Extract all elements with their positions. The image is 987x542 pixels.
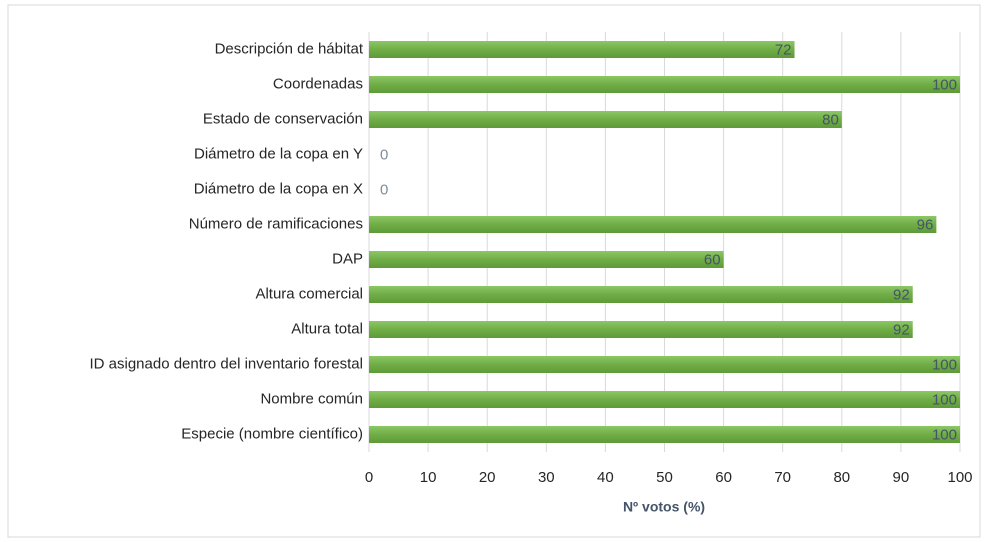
- bar: [369, 76, 960, 93]
- x-tick-label: 10: [420, 469, 437, 486]
- x-tick-label: 60: [715, 469, 732, 486]
- data-label: 92: [893, 321, 910, 338]
- data-label: 60: [704, 251, 721, 268]
- data-label: 92: [893, 286, 910, 303]
- data-label: 100: [932, 426, 957, 443]
- data-label: 96: [917, 216, 934, 233]
- bar: [369, 321, 913, 338]
- y-tick-label: DAP: [332, 250, 363, 267]
- x-tick-label: 70: [774, 469, 791, 486]
- x-tick-label: 80: [833, 469, 850, 486]
- x-tick-label: 40: [597, 469, 614, 486]
- bar: [369, 216, 937, 233]
- bar: [369, 356, 960, 373]
- x-tick-label: 20: [479, 469, 496, 486]
- y-tick-label: Diámetro de la copa en X: [194, 180, 363, 197]
- bar: [369, 111, 842, 128]
- x-tick-label: 0: [365, 469, 373, 486]
- data-label: 80: [822, 111, 839, 128]
- x-tick-label: 100: [947, 469, 972, 486]
- y-tick-label: Estado de conservación: [203, 110, 363, 127]
- data-label: 100: [932, 391, 957, 408]
- data-label: 100: [932, 76, 957, 93]
- x-tick-label: 50: [656, 469, 673, 486]
- y-tick-label: Descripción de hábitat: [215, 40, 364, 57]
- chart-frame: [7, 4, 981, 538]
- y-tick-label: Número de ramificaciones: [189, 215, 363, 232]
- grid: [368, 32, 961, 452]
- y-tick-label: Coordenadas: [273, 75, 363, 92]
- bar: [369, 41, 795, 58]
- y-tick-label: Altura comercial: [255, 285, 363, 302]
- y-tick-label: Diámetro de la copa en Y: [194, 145, 363, 162]
- x-tick-label: 90: [893, 469, 910, 486]
- data-label: 100: [932, 356, 957, 373]
- bar: [369, 391, 960, 408]
- data-label: 72: [775, 41, 792, 58]
- bar: [369, 286, 913, 303]
- x-tick-label: 30: [538, 469, 555, 486]
- bar: [369, 251, 724, 268]
- y-tick-label: Nombre común: [260, 390, 363, 407]
- x-axis-title: Nº votos (%): [623, 499, 705, 515]
- bar: [369, 426, 960, 443]
- data-label: 0: [380, 181, 388, 198]
- data-label: 0: [380, 146, 388, 163]
- y-tick-label: Altura total: [291, 320, 363, 337]
- y-tick-label: Especie (nombre científico): [181, 425, 363, 442]
- y-tick-label: ID asignado dentro del inventario forest…: [89, 355, 363, 372]
